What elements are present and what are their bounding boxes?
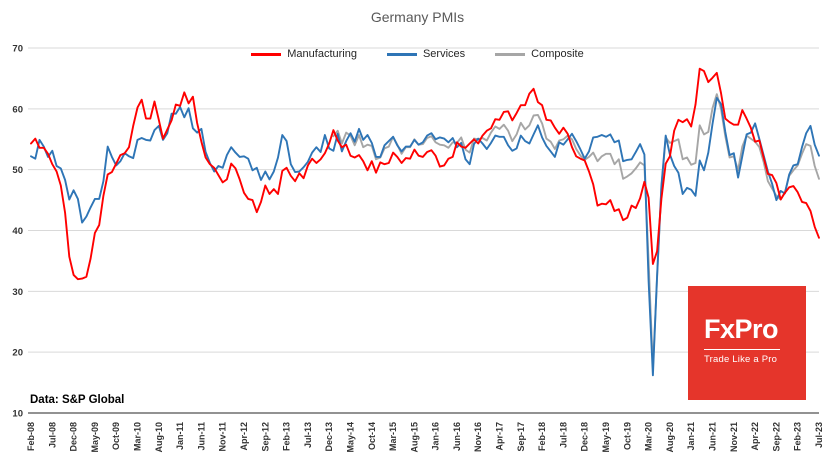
x-tick-label: Aug-20 [665, 422, 675, 453]
x-tick-label: Apr-17 [495, 422, 505, 451]
x-tick-label: Dec-13 [324, 422, 334, 452]
y-tick-label: 60 [12, 104, 23, 115]
x-tick-label: Oct-19 [622, 422, 632, 450]
x-tick-label: May-09 [90, 422, 100, 453]
x-tick-label: Jul-08 [47, 422, 57, 448]
x-tick-label: Sep-22 [771, 422, 781, 452]
x-tick-label: Sep-17 [516, 422, 526, 452]
y-tick-label: 10 [12, 409, 23, 420]
series-line-manufacturing [30, 67, 820, 281]
fxpro-logo-wordmark: FxPro [704, 314, 779, 344]
x-tick-label: Dec-08 [69, 422, 79, 452]
x-tick-label: Mar-15 [388, 422, 398, 451]
x-tick-label: Jun-16 [452, 422, 462, 451]
x-tick-label: Jun-11 [196, 422, 206, 451]
legend-label-composite: Composite [531, 48, 584, 60]
x-tick-label: Dec-18 [580, 422, 590, 452]
legend-label-manufacturing: Manufacturing [287, 48, 357, 60]
fxpro-logo-tagline: Trade Like a Pro [704, 354, 778, 365]
x-tick-label: Feb-08 [26, 422, 36, 451]
x-tick-label: Jan-11 [175, 422, 185, 450]
legend-swatch-services [386, 52, 417, 56]
y-tick-label: 70 [12, 44, 23, 55]
x-tick-label: Feb-18 [537, 422, 547, 451]
chart-title: Germany PMIs [370, 9, 465, 25]
x-tick-label: Nov-11 [218, 422, 228, 452]
y-tick-label: 50 [12, 165, 23, 176]
x-tick-label: Jan-21 [686, 422, 696, 451]
x-tick-label: May-14 [345, 422, 355, 453]
x-tick-label: Jul-13 [303, 422, 313, 448]
legend-swatch-composite [495, 52, 526, 56]
x-tick-label: Jan-16 [431, 422, 441, 451]
legend-label-services: Services [422, 48, 466, 60]
x-tick-label: Jul-23 [814, 422, 824, 448]
y-tick-label: 40 [12, 226, 23, 237]
x-tick-label: Aug-15 [409, 422, 419, 453]
x-tick-label: Oct-09 [111, 422, 121, 450]
legend-item-composite: Composite [495, 48, 584, 60]
x-tick-label: Feb-13 [282, 422, 292, 451]
fxpro-logo: FxPro Trade Like a Pro [688, 286, 806, 400]
legend-item-manufacturing: Manufacturing [251, 48, 357, 60]
x-tick-label: Mar-10 [132, 422, 142, 451]
legend-item-services: Services [386, 48, 466, 60]
x-tick-label: May-19 [601, 422, 611, 453]
x-tick-label: Aug-10 [154, 422, 164, 453]
fxpro-logo-divider [704, 349, 780, 350]
x-tick-label: Sep-12 [260, 422, 270, 452]
x-tick-label: Apr-12 [239, 422, 249, 451]
x-tick-label: Nov-21 [729, 422, 739, 452]
source-note: Data: S&P Global [30, 394, 125, 406]
chart-legend: Manufacturing Services Composite [0, 48, 835, 60]
x-tick-label: Jul-18 [558, 422, 568, 448]
x-tick-label: Nov-16 [473, 422, 483, 452]
legend-swatch-manufacturing [251, 52, 282, 56]
x-tick-label: Oct-14 [367, 422, 377, 450]
y-tick-label: 20 [12, 348, 23, 359]
x-tick-label: Mar-20 [644, 422, 654, 451]
x-tick-label: Jun-21 [708, 422, 718, 451]
y-tick-label: 30 [12, 287, 23, 298]
x-tick-label: Apr-22 [750, 422, 760, 451]
x-tick-label: Feb-23 [793, 422, 803, 451]
